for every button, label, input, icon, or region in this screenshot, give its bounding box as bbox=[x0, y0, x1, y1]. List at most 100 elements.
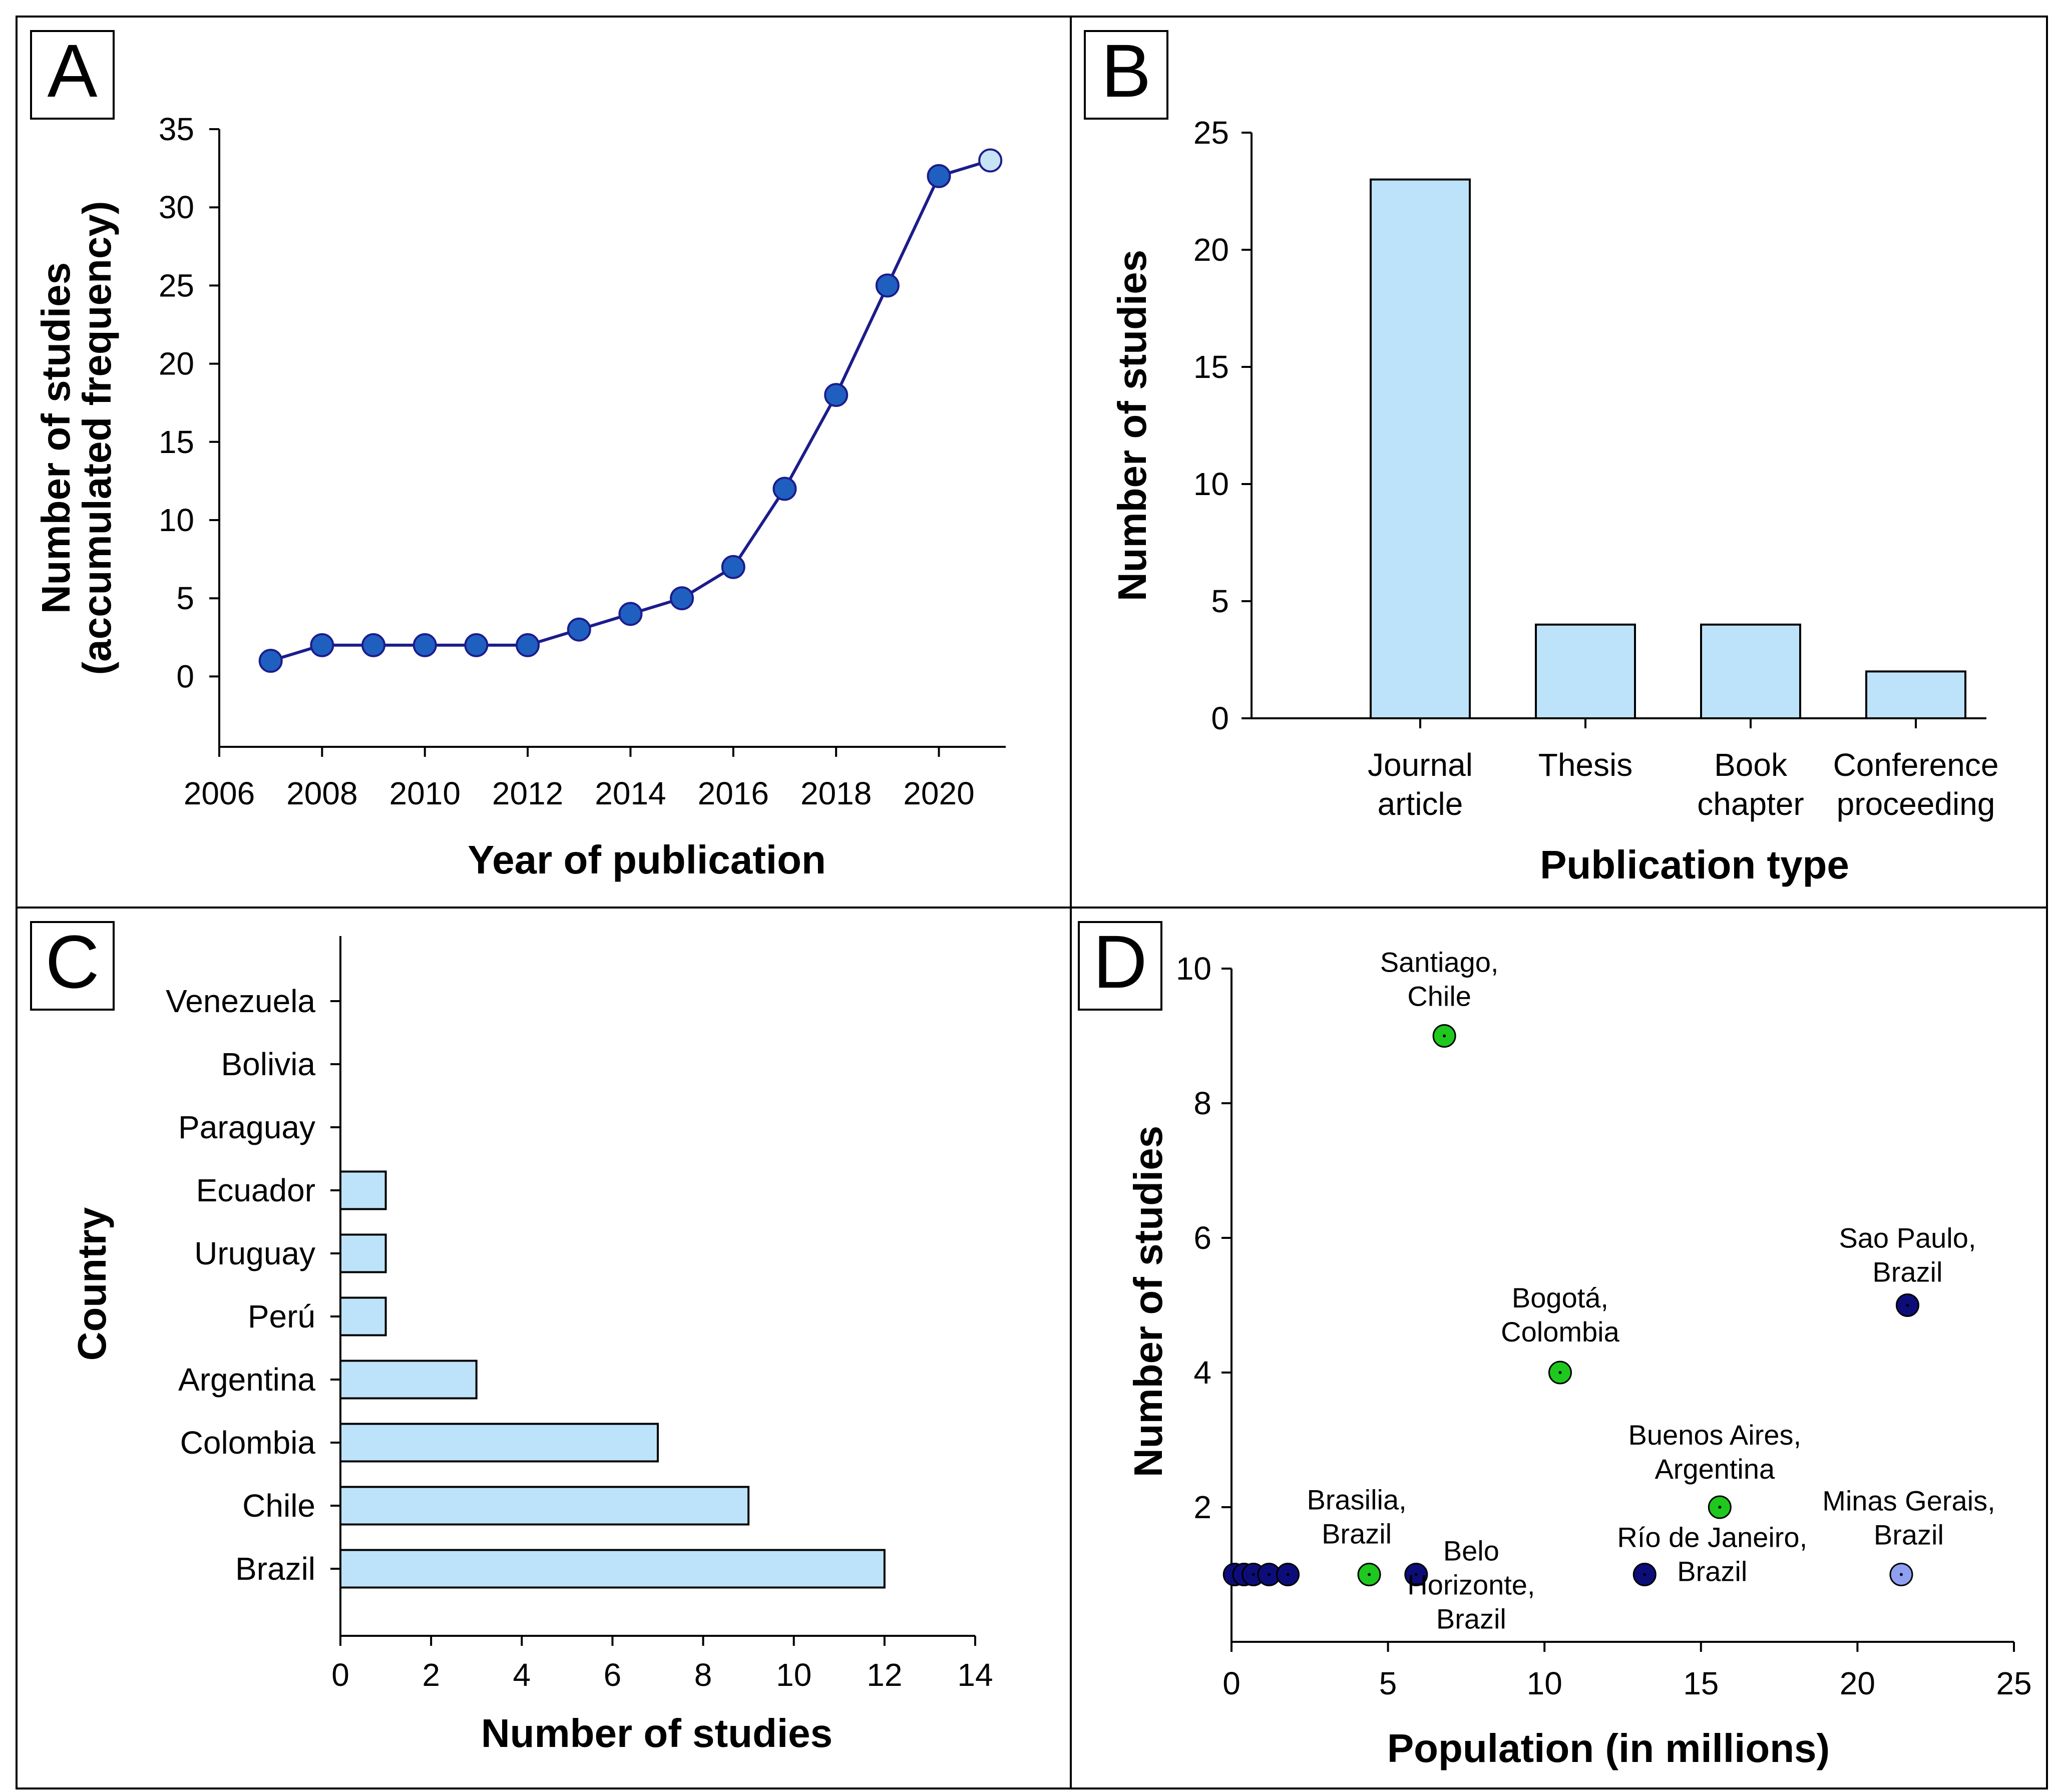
a-data-point bbox=[516, 633, 540, 657]
d-data-point-center bbox=[1252, 1573, 1255, 1576]
d-point-label: Argentina bbox=[1655, 1453, 1775, 1485]
d-point-label: Brazil bbox=[1322, 1518, 1392, 1550]
b-category-label: Thesis bbox=[1538, 747, 1633, 783]
c-x-axis-title: Number of studies bbox=[481, 1711, 833, 1755]
d-data-point-center bbox=[1443, 1034, 1446, 1038]
d-data-point-center bbox=[1899, 1573, 1903, 1576]
a-y-tick-label: 0 bbox=[176, 658, 194, 694]
b-y-tick-label: 5 bbox=[1211, 583, 1229, 619]
d-x-axis-title: Population (in millions) bbox=[1387, 1726, 1830, 1770]
a-y-tick-label: 35 bbox=[159, 111, 194, 147]
b-bar bbox=[1700, 623, 1801, 720]
c-y-axis-title: Country bbox=[70, 1207, 114, 1361]
panel-d-letter-box bbox=[1078, 921, 1162, 1011]
panel-d-frame bbox=[1070, 907, 2048, 1789]
a-y-axis-title-line2: (accumulated frequency) bbox=[75, 201, 119, 675]
d-y-tick-label: 6 bbox=[1193, 1220, 1211, 1256]
d-y-tick-label: 8 bbox=[1193, 1085, 1211, 1121]
d-point-label: Chile bbox=[1407, 981, 1471, 1012]
c-category-label: Argentina bbox=[178, 1362, 315, 1398]
b-x-axis-title: Publication type bbox=[1540, 842, 1849, 887]
a-x-tick-label: 2014 bbox=[595, 775, 666, 811]
a-data-point bbox=[567, 617, 591, 642]
b-bar bbox=[1535, 623, 1636, 720]
d-x-tick-label: 20 bbox=[1840, 1665, 1875, 1701]
d-y-axis-title: Number of studies bbox=[1126, 1126, 1170, 1477]
c-category-label: Colombia bbox=[180, 1425, 316, 1461]
a-data-point bbox=[310, 633, 334, 657]
b-bar bbox=[1865, 670, 1966, 720]
d-data-point-center bbox=[1368, 1573, 1371, 1576]
a-y-tick-label: 15 bbox=[159, 424, 194, 460]
d-x-tick-label: 5 bbox=[1379, 1665, 1397, 1701]
panel-c-frame bbox=[16, 907, 1072, 1789]
c-bar bbox=[339, 1170, 387, 1210]
b-category-label: Journal bbox=[1368, 747, 1473, 783]
d-data-point-center bbox=[1268, 1573, 1271, 1576]
c-x-tick-label: 2 bbox=[422, 1657, 440, 1693]
b-bar bbox=[1370, 178, 1471, 720]
d-y-tick-label: 2 bbox=[1193, 1489, 1211, 1525]
d-point-label: Brazil bbox=[1874, 1519, 1944, 1551]
a-x-tick-label: 2012 bbox=[492, 775, 563, 811]
panel-b-letter-box bbox=[1084, 30, 1168, 120]
a-data-point bbox=[618, 602, 643, 626]
d-point-label: Bogotá, bbox=[1512, 1282, 1608, 1313]
a-y-tick-label: 30 bbox=[159, 189, 194, 225]
b-category-label: Conference bbox=[1833, 747, 1999, 783]
c-category-label: Paraguay bbox=[178, 1109, 315, 1145]
c-x-tick-label: 10 bbox=[776, 1657, 811, 1693]
a-data-point bbox=[258, 649, 283, 673]
d-point-label: Minas Gerais, bbox=[1822, 1485, 1995, 1517]
b-y-tick-label: 10 bbox=[1193, 466, 1229, 502]
b-y-tick-label: 15 bbox=[1193, 349, 1229, 385]
a-x-tick-label: 2008 bbox=[286, 775, 357, 811]
d-data-point-center bbox=[1286, 1573, 1290, 1576]
c-x-tick-label: 4 bbox=[513, 1657, 531, 1693]
c-category-label: Perú bbox=[248, 1298, 315, 1334]
d-data-point-center bbox=[1414, 1573, 1418, 1576]
a-data-point bbox=[464, 633, 489, 657]
a-y-tick-label: 10 bbox=[159, 502, 194, 538]
a-x-axis-title: Year of publication bbox=[468, 837, 826, 882]
c-category-label: Venezuela bbox=[166, 983, 315, 1019]
b-category-label: chapter bbox=[1697, 786, 1804, 822]
d-x-tick-label: 10 bbox=[1527, 1665, 1562, 1701]
b-y-tick-label: 20 bbox=[1193, 232, 1229, 268]
d-point-label: Horizonte, bbox=[1407, 1569, 1535, 1601]
a-x-tick-label: 2018 bbox=[800, 775, 872, 811]
d-x-tick-label: 15 bbox=[1683, 1665, 1719, 1701]
panel-a-letter: A bbox=[47, 29, 97, 113]
d-x-tick-label: 0 bbox=[1222, 1665, 1241, 1701]
a-x-tick-label: 2010 bbox=[389, 775, 461, 811]
d-point-label: Brazil bbox=[1436, 1603, 1506, 1635]
a-data-point bbox=[824, 383, 849, 407]
a-data-point bbox=[875, 273, 900, 298]
d-point-label: Brazil bbox=[1872, 1256, 1942, 1288]
c-bar bbox=[339, 1486, 750, 1526]
a-y-tick-label: 5 bbox=[176, 580, 194, 616]
a-data-point bbox=[413, 633, 437, 657]
d-point-label: Belo bbox=[1443, 1535, 1499, 1567]
a-series-line bbox=[270, 159, 991, 663]
b-y-axis-title: Number of studies bbox=[1110, 250, 1154, 601]
c-category-label: Uruguay bbox=[194, 1235, 315, 1271]
panel-c-letter-box bbox=[30, 921, 115, 1011]
c-bar bbox=[339, 1233, 387, 1273]
c-category-label: Ecuador bbox=[196, 1172, 315, 1208]
a-x-tick-label: 2016 bbox=[698, 775, 769, 811]
panel-c-letter: C bbox=[45, 920, 99, 1004]
d-data-point-center bbox=[1906, 1303, 1909, 1307]
a-data-point bbox=[927, 164, 951, 188]
panel-d-letter: D bbox=[1093, 920, 1147, 1004]
d-data-point-center bbox=[1718, 1506, 1722, 1509]
c-category-label: Chile bbox=[242, 1488, 315, 1524]
a-data-point bbox=[772, 477, 797, 501]
a-data-point bbox=[978, 148, 1003, 173]
b-category-label: proceeding bbox=[1837, 786, 1995, 822]
d-point-label: Brazil bbox=[1677, 1556, 1747, 1587]
d-point-label: Brasilia, bbox=[1307, 1484, 1407, 1516]
panel-a-frame bbox=[16, 16, 1072, 909]
